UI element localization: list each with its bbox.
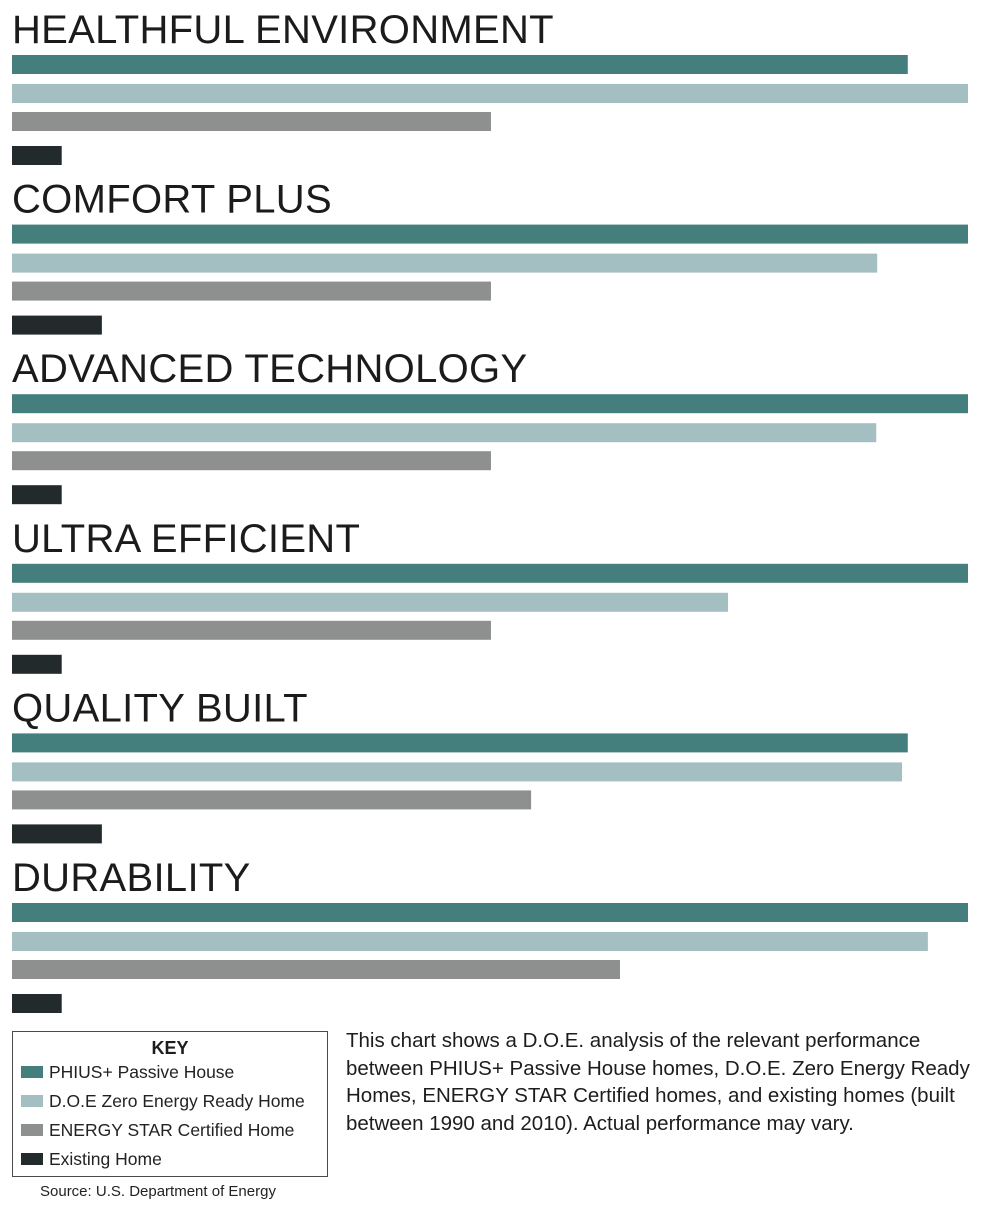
bar-quality-built-d-o-e-zero-energy-ready-home	[12, 762, 903, 782]
category-label-advanced-technology: ADVANCED TECHNOLOGY	[12, 347, 527, 391]
legend-swatch-phius	[21, 1066, 43, 1078]
bar-quality-built-phius-passive-house	[12, 733, 908, 753]
legend-label-energy-star: ENERGY STAR Certified Home	[49, 1119, 295, 1140]
legend-swatch-energy-star	[21, 1124, 43, 1136]
bar-healthful-environment-d-o-e-zero-energy-ready-home	[12, 84, 968, 103]
legend-item-existing-home: Existing Home	[21, 1147, 162, 1171]
legend-item-phius: PHIUS+ Passive House	[21, 1060, 234, 1084]
bar-healthful-environment-energy-star-certified-home	[12, 112, 491, 131]
bar-durability-existing-home	[12, 994, 62, 1013]
chart-description: This chart shows a D.O.E. analysis of th…	[346, 1029, 970, 1135]
bar-ultra-efficient-d-o-e-zero-energy-ready-home	[12, 592, 729, 612]
bar-healthful-environment-phius-passive-house	[12, 55, 908, 74]
bar-ultra-efficient-phius-passive-house	[12, 563, 968, 583]
bar-chart: HEALTHFUL ENVIRONMENT COMFORT PLUS ADVANCE…	[12, 8, 968, 1013]
bar-advanced-technology-existing-home	[12, 485, 62, 505]
bar-advanced-technology-phius-passive-house	[12, 394, 968, 414]
category-label-healthful-environment: HEALTHFUL ENVIRONMENT	[12, 8, 554, 52]
category-label-comfort-plus: COMFORT PLUS	[12, 178, 332, 222]
bar-comfort-plus-d-o-e-zero-energy-ready-home	[12, 253, 878, 273]
legend-item-energy-star: ENERGY STAR Certified Home	[21, 1118, 294, 1142]
bar-comfort-plus-existing-home	[12, 315, 102, 335]
bar-durability-energy-star-certified-home	[12, 960, 621, 979]
bar-durability-phius-passive-house	[12, 903, 968, 922]
category-label-ultra-efficient: ULTRA EFFICIENT	[12, 517, 360, 561]
legend-label-phius: PHIUS+ Passive House	[49, 1061, 235, 1082]
source-note: Source: U.S. Department of Energy	[40, 1183, 276, 1200]
bar-durability-d-o-e-zero-energy-ready-home	[12, 932, 928, 951]
bar-advanced-technology-d-o-e-zero-energy-ready-home	[12, 423, 877, 443]
bar-comfort-plus-energy-star-certified-home	[12, 281, 491, 301]
legend-swatch-doe-zero-energy	[21, 1095, 43, 1107]
bar-quality-built-energy-star-certified-home	[12, 790, 532, 810]
bar-ultra-efficient-existing-home	[12, 654, 62, 674]
bar-advanced-technology-energy-star-certified-home	[12, 451, 491, 471]
legend-swatch-existing-home	[21, 1153, 43, 1165]
legend-label-existing-home: Existing Home	[49, 1148, 162, 1169]
bar-ultra-efficient-energy-star-certified-home	[12, 620, 491, 640]
category-label-durability: DURABILITY	[12, 856, 251, 900]
bar-quality-built-existing-home	[12, 824, 102, 844]
legend-title: KEY	[151, 1038, 189, 1058]
legend-item-doe-zero-energy: D.O.E Zero Energy Ready Home	[21, 1089, 305, 1113]
category-label-quality-built: QUALITY BUILT	[12, 686, 308, 730]
bar-healthful-environment-existing-home	[12, 146, 62, 165]
legend-box: KEY PHIUS+ Passive House D.O.E Zero Ener…	[12, 1031, 328, 1177]
legend-label-doe-zero-energy: D.O.E Zero Energy Ready Home	[49, 1090, 305, 1111]
bar-comfort-plus-phius-passive-house	[12, 224, 968, 244]
